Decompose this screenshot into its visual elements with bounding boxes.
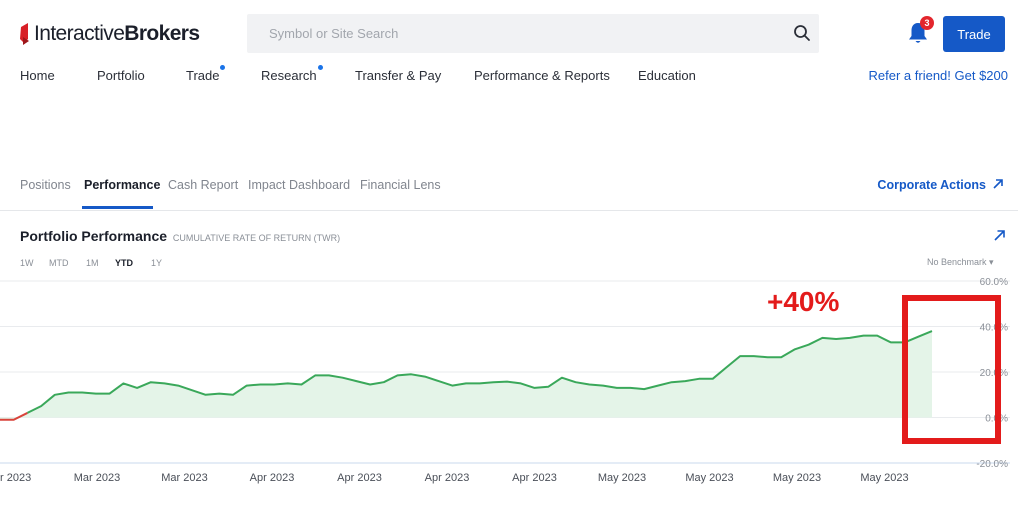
y-tick-label: 0.0% [985, 414, 1008, 425]
x-tick-label: Mar 2023 [74, 472, 120, 484]
nav-item-research[interactable]: Research [261, 65, 323, 83]
tab-impact-dashboard[interactable]: Impact Dashboard [248, 178, 351, 192]
nav-item-label: Performance & Reports [474, 68, 610, 83]
x-tick-label: Apr 2023 [337, 472, 382, 484]
nav-item-transfer-pay[interactable]: Transfer & Pay [355, 68, 441, 83]
x-tick-label: May 2023 [598, 472, 646, 484]
main-nav: Home Portfolio Trade Research Transfer &… [0, 65, 1018, 86]
x-tick-label: Apr 2023 [425, 472, 470, 484]
chart-area-fill [0, 331, 932, 420]
benchmark-select-value: No Benchmark [927, 257, 987, 267]
range-1m[interactable]: 1M [86, 258, 99, 268]
portfolio-tabs: Positions Performance Cash Report Impact… [0, 170, 1018, 211]
y-axis-labels: 60.0% 40.0% 20.0% 0.0% -20.0% [976, 277, 1008, 470]
chart-area-layer [0, 330, 933, 421]
logo-text-bold: Brokers [124, 22, 200, 45]
arrow-up-right-icon[interactable] [992, 178, 1004, 190]
tab-performance[interactable]: Performance [84, 178, 161, 192]
x-tick-label: r 2023 [0, 472, 31, 484]
search-icon[interactable] [793, 24, 811, 42]
annotation-box: +40% [767, 286, 1001, 444]
x-tick-label: Mar 2023 [161, 472, 207, 484]
search-input[interactable] [269, 14, 769, 53]
expand-arrow-icon[interactable] [993, 229, 1006, 242]
brokers-logo-icon [18, 23, 32, 45]
logo-text-light: Interactive [34, 22, 125, 45]
x-tick-label: May 2023 [860, 472, 908, 484]
refer-friend-link[interactable]: Refer a friend! Get $200 [868, 68, 1008, 83]
x-tick-label: Apr 2023 [512, 472, 557, 484]
nav-item-label: Trade [186, 68, 220, 83]
panel-subtitle: CUMULATIVE RATE OF RETURN (TWR) [172, 233, 341, 243]
panel-title-text: Portfolio Performance [20, 228, 168, 244]
grid-lines [0, 280, 1010, 464]
corporate-actions-link[interactable]: Corporate Actions [877, 178, 986, 192]
nav-item-portfolio[interactable]: Portfolio [97, 68, 145, 83]
x-tick-label: Apr 2023 [250, 472, 295, 484]
nav-item-label: Transfer & Pay [355, 68, 442, 83]
nav-item-label: Portfolio [97, 68, 145, 83]
y-tick-label: 40.0% [980, 323, 1008, 334]
active-tab-indicator [82, 206, 153, 209]
logo-wordmark: InteractiveBrokers [34, 22, 200, 46]
new-indicator-dot [317, 65, 323, 70]
chart-line-negative [0, 412, 28, 421]
interactive-brokers-logo[interactable]: InteractiveBrokers [18, 22, 200, 46]
nav-item-label: Home [20, 68, 55, 83]
y-tick-label: 20.0% [980, 368, 1008, 379]
benchmark-select[interactable]: No Benchmark ▾ [927, 257, 994, 268]
nav-item-label: Research [261, 68, 317, 83]
new-indicator-dot [220, 65, 226, 70]
chevron-down-icon: ▾ [989, 257, 994, 267]
notification-count-badge: 3 [920, 16, 934, 30]
y-tick-label: -20.0% [976, 459, 1008, 470]
range-1w[interactable]: 1W [20, 258, 34, 268]
tab-financial-lens[interactable]: Financial Lens [360, 178, 441, 192]
range-ytd[interactable]: YTD [115, 258, 133, 268]
x-tick-label: May 2023 [685, 472, 733, 484]
y-tick-label: 60.0% [980, 277, 1008, 288]
nav-item-label: Education [638, 68, 696, 83]
site-search [247, 14, 819, 53]
tab-cash-report[interactable]: Cash Report [168, 178, 239, 192]
nav-item-education[interactable]: Education [638, 68, 696, 83]
panel-title: Portfolio Performance CUMULATIVE RATE OF… [20, 228, 340, 244]
nav-item-home[interactable]: Home [20, 68, 55, 83]
chart-line-series [26, 330, 933, 414]
annotation-rectangle [902, 295, 1001, 444]
trade-button[interactable]: Trade [943, 16, 1005, 52]
range-mtd[interactable]: MTD [49, 258, 69, 268]
range-1y[interactable]: 1Y [151, 258, 163, 268]
nav-item-trade[interactable]: Trade [186, 65, 226, 83]
nav-item-performance-reports[interactable]: Performance & Reports [474, 68, 610, 83]
annotation-label: +40% [767, 286, 839, 317]
tab-positions[interactable]: Positions [20, 178, 71, 192]
x-axis-labels: r 2023 Mar 2023 Mar 2023 Apr 2023 Apr 2023 Ap… [0, 472, 909, 484]
x-tick-label: May 2023 [773, 472, 821, 484]
